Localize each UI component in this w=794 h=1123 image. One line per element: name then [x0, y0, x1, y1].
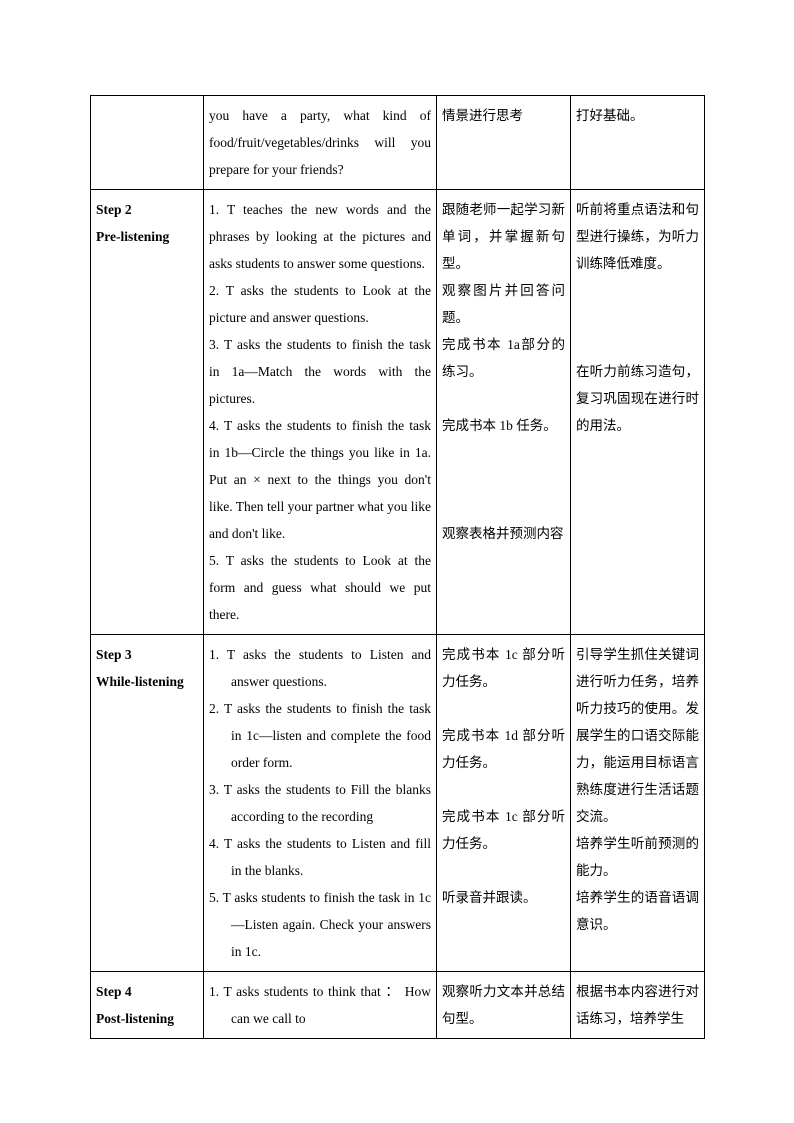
- purpose-text: [576, 304, 699, 331]
- student-text: [442, 385, 565, 412]
- table-row: Step 3 While-listening 1. T asks the stu…: [91, 635, 705, 972]
- step-title: Pre-listening: [96, 223, 198, 250]
- student-text: [442, 439, 565, 466]
- purpose-text: 在听力前练习造句，复习巩固现在进行时的用法。: [576, 358, 699, 439]
- student-cell: 观察听力文本并总结句型。: [437, 972, 571, 1039]
- student-text: 完成书本 1a部分的练习。: [442, 331, 565, 385]
- step-cell: Step 4 Post-listening: [91, 972, 204, 1039]
- student-text: 完成书本 1c 部分听力任务。: [442, 803, 565, 857]
- purpose-text: 听前将重点语法和句型进行操练，为听力训练降低难度。: [576, 196, 699, 277]
- activity-item: 1. T asks students to think that ： How c…: [209, 978, 431, 1032]
- step-cell: Step 2 Pre-listening: [91, 190, 204, 635]
- step-number: Step 3: [96, 641, 198, 668]
- lesson-plan-table: you have a party, what kind of food/frui…: [90, 95, 705, 1039]
- step-number: Step 2: [96, 196, 198, 223]
- student-cell: 情景进行思考: [437, 96, 571, 190]
- table-row: Step 2 Pre-listening 1. T teaches the ne…: [91, 190, 705, 635]
- purpose-text: 引导学生抓住关键词进行听力任务，培养听力技巧的使用。发展学生的口语交际能力，能运…: [576, 641, 699, 830]
- activity-item: 2. T asks the students to finish the tas…: [209, 695, 431, 776]
- student-text: 听录音并跟读。: [442, 884, 565, 911]
- step-title: Post-listening: [96, 1005, 198, 1032]
- activity-item: 3. T asks the students to Fill the blank…: [209, 776, 431, 830]
- student-text: 跟随老师一起学习新单词，并掌握新句型。: [442, 196, 565, 277]
- step-title: While-listening: [96, 668, 198, 695]
- purpose-text: [576, 331, 699, 358]
- activity-item: 5. T asks students to finish the task in…: [209, 884, 431, 965]
- student-text: 完成书本 1d 部分听力任务。: [442, 722, 565, 776]
- student-text: 完成书本 1b 任务。: [442, 412, 565, 439]
- activity-item: 5. T asks the students to Look at the fo…: [209, 547, 431, 628]
- activity-item: 4. T asks the students to finish the tas…: [209, 412, 431, 547]
- step-cell: Step 3 While-listening: [91, 635, 204, 972]
- student-text: 完成书本 1c 部分听力任务。: [442, 641, 565, 695]
- student-cell: 跟随老师一起学习新单词，并掌握新句型。 观察图片并回答问题。 完成书本 1a部分…: [437, 190, 571, 635]
- activity-item: 2. T asks the students to Look at the pi…: [209, 277, 431, 331]
- activity-cell: 1. T asks the students to Listen and ans…: [204, 635, 437, 972]
- activity-cell: 1. T teaches the new words and the phras…: [204, 190, 437, 635]
- activity-item: 1. T asks the students to Listen and ans…: [209, 641, 431, 695]
- purpose-text: 培养学生听前预测的能力。: [576, 830, 699, 884]
- student-text: 观察图片并回答问题。: [442, 277, 565, 331]
- purpose-cell: 听前将重点语法和句型进行操练，为听力训练降低难度。 在听力前练习造句，复习巩固现…: [571, 190, 705, 635]
- purpose-text: [576, 277, 699, 304]
- purpose-text: 培养学生的语音语调意识。: [576, 884, 699, 938]
- student-cell: 完成书本 1c 部分听力任务。 完成书本 1d 部分听力任务。 完成书本 1c …: [437, 635, 571, 972]
- table-row: Step 4 Post-listening 1. T asks students…: [91, 972, 705, 1039]
- step-cell: [91, 96, 204, 190]
- purpose-cell: 引导学生抓住关键词进行听力任务，培养听力技巧的使用。发展学生的口语交际能力，能运…: [571, 635, 705, 972]
- student-text: [442, 857, 565, 884]
- student-text: 观察表格并预测内容: [442, 520, 565, 547]
- activity-cell: you have a party, what kind of food/frui…: [204, 96, 437, 190]
- activity-item: 1. T teaches the new words and the phras…: [209, 196, 431, 277]
- student-text: [442, 466, 565, 493]
- student-text: [442, 695, 565, 722]
- student-text: [442, 493, 565, 520]
- student-text: [442, 776, 565, 803]
- purpose-cell: 打好基础。: [571, 96, 705, 190]
- activity-cell: 1. T asks students to think that ： How c…: [204, 972, 437, 1039]
- activity-item: 3. T asks the students to finish the tas…: [209, 331, 431, 412]
- table-row: you have a party, what kind of food/frui…: [91, 96, 705, 190]
- activity-item: 4. T asks the students to Listen and fil…: [209, 830, 431, 884]
- step-number: Step 4: [96, 978, 198, 1005]
- purpose-cell: 根据书本内容进行对话练习，培养学生: [571, 972, 705, 1039]
